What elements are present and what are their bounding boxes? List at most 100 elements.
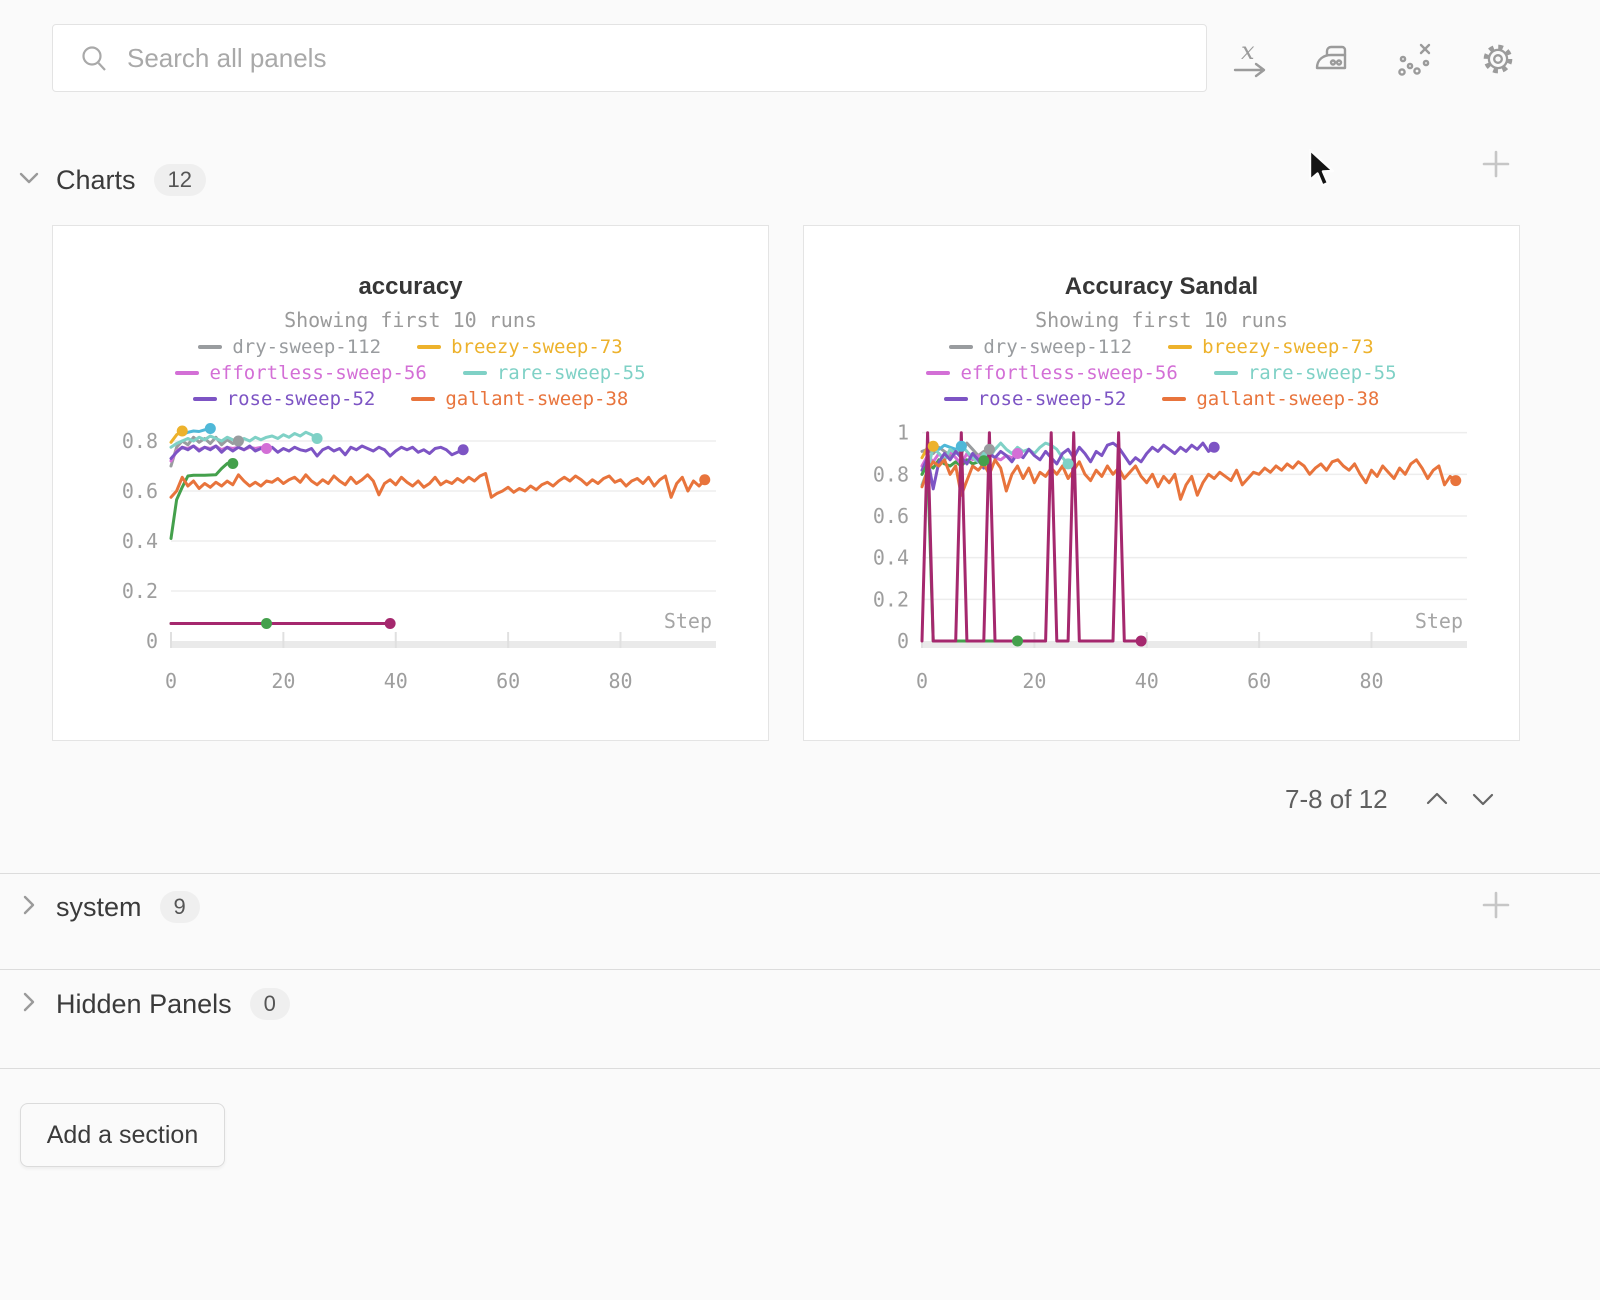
legend-run-name: breezy-sweep-73: [1202, 336, 1374, 359]
y-tick-label: 0: [145, 629, 157, 653]
series-endpoint-unlabeled-run-10: [384, 618, 396, 630]
legend-run-name: breezy-sweep-73: [451, 336, 623, 359]
legend-color-dash: [949, 345, 974, 350]
legend-run-name: rare-sweep-55: [496, 362, 646, 385]
remove-outliers-icon[interactable]: [1393, 35, 1437, 83]
chevron-right-icon[interactable]: [16, 892, 42, 923]
legend-item-rose-sweep-52[interactable]: rose-sweep-52: [192, 386, 375, 412]
charts-section-header[interactable]: Charts 12: [0, 148, 1600, 212]
section-divider: [0, 873, 1600, 874]
chevron-down-icon[interactable]: [16, 165, 42, 196]
series-endpoint-effortless-sweep-56: [1011, 448, 1023, 460]
x-axis-label: Step: [663, 609, 711, 633]
x-tick-label: 0: [164, 669, 176, 693]
series-endpoint-breezy-sweep-73: [927, 441, 939, 453]
series-line-rare-sweep-55: [169, 431, 319, 450]
series-endpoint-unlabeled-run-10: [1135, 635, 1147, 647]
legend-color-dash: [175, 371, 200, 376]
search-bar: [52, 24, 1207, 92]
series-line-unlabeled-run-8: [169, 462, 234, 541]
legend-item-gallant-sweep-38[interactable]: gallant-sweep-38: [1162, 386, 1379, 412]
legend-item-breezy-sweep-73[interactable]: breezy-sweep-73: [1168, 334, 1374, 360]
charts-pagination: 7-8 of 12: [1285, 782, 1506, 816]
series-endpoint-unlabeled-run-7: [204, 423, 216, 435]
series-endpoint-effortless-sweep-56: [260, 443, 272, 455]
system-section-header[interactable]: system 9: [0, 875, 1600, 939]
add-panel-button[interactable]: [1480, 148, 1512, 185]
charts-count-badge: 12: [153, 164, 207, 196]
add-panel-button[interactable]: [1480, 889, 1512, 926]
series-line-rose-sweep-52: [920, 441, 1216, 491]
series-endpoint-dry-sweep-112: [983, 444, 995, 456]
y-tick-label: 0.2: [121, 579, 157, 603]
pagination-up-button[interactable]: [1414, 782, 1460, 816]
x-tick-label: 80: [608, 669, 632, 693]
legend-item-effortless-sweep-56[interactable]: effortless-sweep-56: [175, 360, 427, 386]
series-endpoint-unlabeled-run-7: [955, 441, 967, 453]
chart-subtitle: Showing first 10 runs: [284, 308, 537, 333]
legend-item-gallant-sweep-38[interactable]: gallant-sweep-38: [411, 386, 628, 412]
search-input[interactable]: [125, 41, 1029, 75]
series-endpoint-rare-sweep-55: [311, 433, 323, 445]
x-tick-label: 0: [915, 669, 927, 693]
legend-run-name: gallant-sweep-38: [445, 388, 629, 411]
chart-title: Accuracy Sandal: [1064, 273, 1259, 300]
y-tick-label: 0.2: [872, 588, 908, 612]
smoothing-iron-icon[interactable]: [1311, 35, 1355, 83]
series-endpoint-gallant-sweep-38: [698, 474, 710, 486]
add-a-section-button[interactable]: Add a section: [20, 1103, 225, 1167]
chart-canvas[interactable]: 0 20 40 60 80 1 0.8 0.6 0.4 0.2 0 Step: [817, 416, 1507, 716]
legend-color-dash: [1213, 371, 1238, 376]
y-tick-label: 1: [896, 421, 908, 445]
series-line-unlabeled-run-9: [920, 462, 1019, 643]
y-tick-label: 0.4: [872, 546, 908, 570]
system-count-badge: 9: [159, 891, 200, 923]
legend-color-dash: [1168, 345, 1193, 350]
legend-run-name: effortless-sweep-56: [209, 362, 427, 385]
legend-item-dry-sweep-112[interactable]: dry-sweep-112: [198, 334, 381, 360]
hidden-panels-count-badge: 0: [249, 988, 290, 1020]
y-tick-label: 0: [896, 629, 908, 653]
x-tick-label: 60: [1247, 669, 1271, 693]
series-line-rose-sweep-52: [169, 444, 465, 461]
legend-color-dash: [198, 345, 223, 350]
legend-color-dash: [417, 345, 442, 350]
chevron-right-icon[interactable]: [16, 989, 42, 1020]
y-tick-label: 0.8: [872, 463, 908, 487]
settings-gear-icon[interactable]: [1476, 35, 1520, 83]
series-endpoint-unlabeled-run-8: [977, 455, 989, 467]
legend-item-dry-sweep-112[interactable]: dry-sweep-112: [949, 334, 1132, 360]
chart-panel-accuracy-sandal[interactable]: Accuracy Sandal Showing first 10 runs dr…: [803, 225, 1520, 741]
y-tick-label: 0.8: [121, 429, 157, 453]
svg-text:x: x: [1241, 37, 1255, 65]
legend-item-rare-sweep-55[interactable]: rare-sweep-55: [1213, 360, 1397, 386]
legend-color-dash: [462, 371, 487, 376]
charts-section-title: Charts: [56, 164, 136, 195]
legend-color-dash: [943, 397, 968, 402]
x-axis-label: Step: [1414, 609, 1462, 633]
legend-item-effortless-sweep-56[interactable]: effortless-sweep-56: [926, 360, 1178, 386]
series-endpoint-breezy-sweep-73: [176, 425, 188, 437]
legend-item-breezy-sweep-73[interactable]: breezy-sweep-73: [417, 334, 623, 360]
legend-item-rare-sweep-55[interactable]: rare-sweep-55: [462, 360, 646, 386]
series-endpoint-rose-sweep-52: [457, 444, 469, 456]
chart-panel-accuracy[interactable]: accuracy Showing first 10 runs dry-sweep…: [52, 225, 769, 741]
series-endpoint-unlabeled-run-8: [226, 458, 238, 470]
legend-color-dash: [1162, 397, 1187, 402]
hidden-panels-section-header[interactable]: Hidden Panels 0: [0, 972, 1600, 1036]
x-tick-label: 20: [271, 669, 295, 693]
y-tick-label: 0.6: [121, 479, 157, 503]
x-tick-label: 20: [1022, 669, 1046, 693]
pagination-label: 7-8 of 12: [1285, 783, 1388, 814]
x-tick-label: 60: [496, 669, 520, 693]
chart-subtitle: Showing first 10 runs: [1035, 308, 1288, 333]
pagination-down-button[interactable]: [1460, 782, 1506, 816]
y-tick-label: 0.4: [121, 529, 157, 553]
legend-color-dash: [192, 397, 217, 402]
x-axis-expression-icon[interactable]: x: [1228, 35, 1272, 83]
x-tick-label: 40: [383, 669, 407, 693]
section-divider: [0, 1068, 1600, 1069]
legend-run-name: rare-sweep-55: [1247, 362, 1397, 385]
legend-item-rose-sweep-52[interactable]: rose-sweep-52: [943, 386, 1126, 412]
chart-canvas[interactable]: 0 20 40 60 80 0.8 0.6 0.4 0.2 0 Step: [66, 416, 756, 716]
